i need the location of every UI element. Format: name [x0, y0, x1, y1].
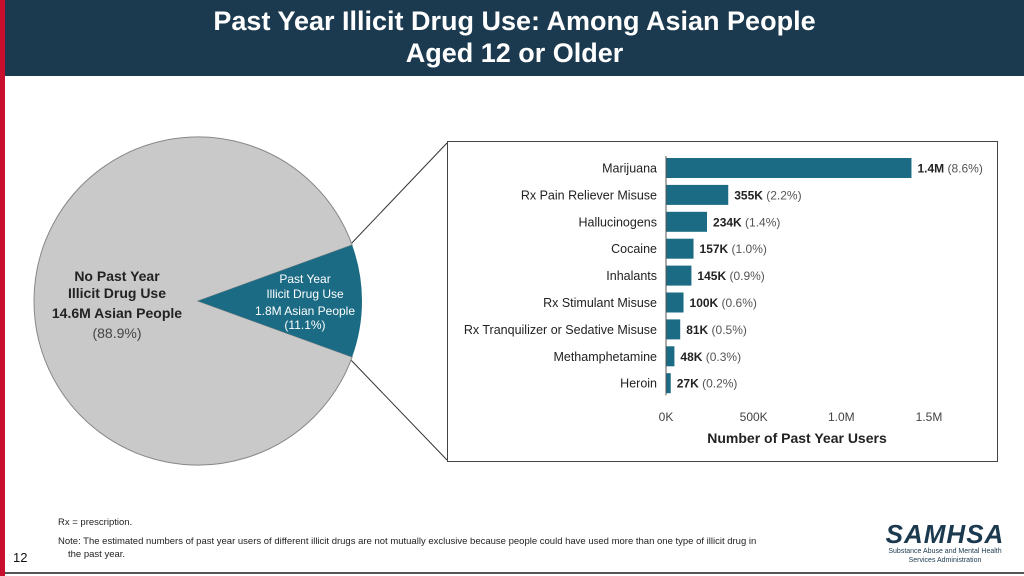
samhsa-logo: SAMHSA Substance Abuse and Mental Health… — [880, 521, 1010, 565]
bar-value-label: 100K (0.6%) — [690, 296, 757, 310]
bar-value-label: 1.4M (8.6%) — [917, 162, 982, 176]
bar-category-label: Heroin — [620, 377, 657, 391]
bar-category-label: Methamphetamine — [553, 350, 657, 364]
logo-mark: SAMHSA — [885, 519, 1005, 549]
footnote-note-line2: the past year. — [68, 549, 126, 560]
bar — [666, 292, 684, 313]
pie-label-use-line2: Illicit Drug Use — [266, 287, 344, 301]
bar-value-label: 157K (1.0%) — [700, 242, 767, 256]
pie-label-use-line1: Past Year — [279, 272, 330, 286]
bar-category-label: Rx Tranquilizer or Sedative Misuse — [464, 323, 657, 337]
footnote-note: Note: The estimated numbers of past year… — [58, 535, 858, 561]
logo-subtitle-line2: Services Administration — [908, 557, 982, 564]
bar-value-label: 48K (0.3%) — [680, 350, 741, 364]
bar-value-label: 355K (2.2%) — [734, 188, 801, 202]
bar-category-label: Inhalants — [606, 269, 657, 283]
pie-slice-no-use — [33, 136, 353, 466]
bar-value-label: 81K (0.5%) — [686, 323, 747, 337]
bar-category-label: Marijuana — [602, 162, 657, 176]
bar-value-label: 234K (1.4%) — [713, 215, 780, 229]
pie-label-no-use-line2: Illicit Drug Use — [68, 285, 166, 301]
pie-label-use-line3: 1.8M Asian People — [255, 304, 355, 318]
bar — [666, 373, 671, 394]
footnote-note-line1: Note: The estimated numbers of past year… — [58, 536, 757, 547]
title-banner: Past Year Illicit Drug Use: Among Asian … — [5, 0, 1024, 76]
page-title-line1: Past Year Illicit Drug Use: Among Asian … — [213, 6, 816, 36]
pie-label-no-use-line3: 14.6M Asian People — [52, 305, 182, 321]
logo-subtitle-line1: Substance Abuse and Mental Health — [888, 548, 1002, 555]
bar — [666, 238, 694, 259]
bar-category-label: Rx Pain Reliever Misuse — [521, 188, 657, 202]
footnote-rx: Rx = prescription. — [58, 517, 133, 528]
x-tick-label: 0K — [659, 410, 674, 424]
bar — [666, 319, 681, 340]
bar — [666, 211, 708, 232]
pie-label-use-pct: (11.1%) — [284, 318, 325, 332]
pie-label-no-use-line1: No Past Year — [74, 268, 160, 284]
x-tick-label: 1.0M — [828, 410, 855, 424]
page-title-line2: Aged 12 or Older — [405, 38, 624, 68]
x-tick-label: 500K — [740, 410, 768, 424]
bar-category-label: Cocaine — [611, 242, 657, 256]
connector-line-top — [348, 142, 448, 247]
bar — [666, 158, 912, 178]
page-number: 12 — [13, 550, 28, 565]
bar-value-label: 27K (0.2%) — [677, 377, 738, 391]
connector-line-bottom — [348, 357, 448, 461]
left-accent-bar — [0, 0, 5, 576]
footer-divider — [5, 572, 1024, 574]
pie-slice-use — [198, 244, 362, 358]
x-tick-label: 1.5M — [916, 410, 943, 424]
pie-chart — [33, 136, 362, 466]
pie-label-no-use-pct: (88.9%) — [92, 325, 141, 341]
bar — [666, 184, 729, 205]
bar-category-label: Hallucinogens — [578, 215, 657, 229]
bar-value-label: 145K (0.9%) — [697, 269, 764, 283]
bar — [666, 346, 675, 367]
bar-category-label: Rx Stimulant Misuse — [543, 296, 657, 310]
x-axis-title: Number of Past Year Users — [707, 430, 887, 446]
bar-chart-frame — [447, 141, 998, 462]
bar — [666, 265, 692, 286]
bar-chart: Marijuana 1.4M (8.6%) Rx Pain Reliever Mis… — [464, 156, 983, 446]
